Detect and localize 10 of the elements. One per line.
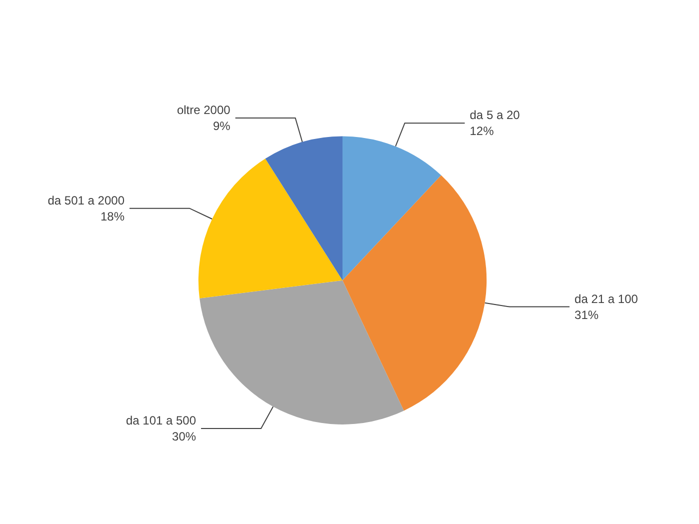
slice-label: da 501 a 2000 — [48, 193, 125, 208]
slice-label: da 101 a 500 — [126, 414, 196, 428]
data-label: 18% — [100, 209, 125, 224]
slice-label: oltre 2000 — [176, 102, 231, 117]
slice-label: da 21 a 100 — [574, 292, 638, 306]
data-label: 12% — [470, 124, 494, 138]
slice-label: da 5 a 20 — [470, 108, 520, 122]
data-label: 31% — [574, 308, 599, 322]
data-label: 30% — [172, 430, 196, 444]
data-label: 9% — [212, 118, 231, 133]
